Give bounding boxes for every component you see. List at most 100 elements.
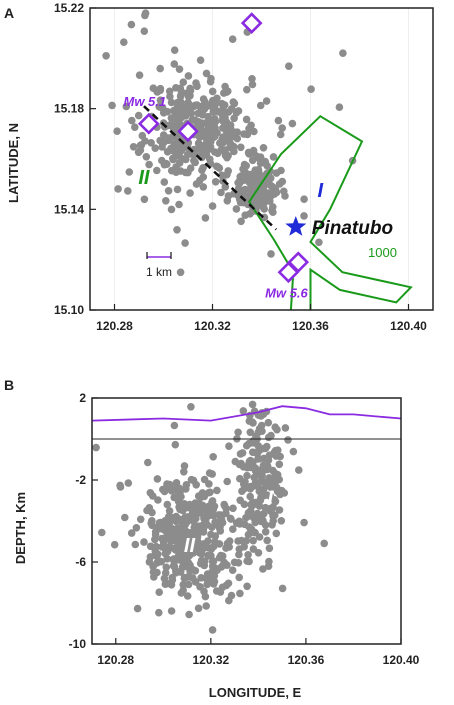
data-point bbox=[155, 608, 163, 617]
x-tick-label: 120.36 bbox=[288, 653, 325, 667]
data-point bbox=[131, 123, 139, 131]
data-point bbox=[167, 166, 176, 175]
data-point bbox=[164, 187, 173, 195]
data-point bbox=[235, 179, 244, 187]
data-point bbox=[225, 537, 234, 545]
data-point bbox=[196, 500, 204, 509]
data-point bbox=[175, 140, 183, 149]
data-point bbox=[121, 513, 129, 522]
data-point bbox=[170, 421, 179, 430]
data-point bbox=[259, 485, 268, 493]
data-point bbox=[124, 187, 132, 195]
data-point bbox=[226, 143, 234, 152]
mw-event-diamond-icon bbox=[240, 12, 263, 34]
data-point bbox=[173, 103, 182, 111]
zone-i-depth-label: I bbox=[267, 488, 273, 510]
data-point bbox=[249, 439, 257, 447]
data-point bbox=[271, 186, 280, 194]
data-point bbox=[159, 109, 168, 117]
data-point bbox=[272, 529, 281, 538]
data-point bbox=[254, 165, 263, 174]
data-point bbox=[127, 20, 136, 29]
data-point bbox=[165, 507, 174, 515]
data-point bbox=[248, 400, 257, 409]
data-point bbox=[211, 178, 220, 186]
data-point bbox=[242, 441, 251, 450]
data-point bbox=[269, 153, 278, 161]
x-tick-label: 120.28 bbox=[97, 653, 134, 667]
data-point bbox=[161, 569, 170, 577]
data-point bbox=[162, 563, 171, 572]
data-point bbox=[163, 500, 172, 509]
data-point bbox=[307, 85, 315, 93]
data-point bbox=[315, 238, 323, 247]
data-point bbox=[205, 488, 213, 497]
data-point bbox=[231, 128, 240, 137]
data-point bbox=[133, 604, 142, 613]
data-point bbox=[160, 178, 169, 186]
data-point bbox=[274, 446, 282, 455]
data-point bbox=[170, 46, 179, 54]
data-point bbox=[175, 484, 184, 493]
data-point bbox=[202, 134, 211, 143]
data-point bbox=[275, 460, 284, 469]
data-point bbox=[281, 424, 290, 432]
data-point bbox=[167, 205, 176, 214]
data-point bbox=[256, 153, 265, 161]
data-point bbox=[199, 173, 208, 181]
data-point bbox=[167, 98, 176, 107]
data-point bbox=[320, 539, 329, 548]
data-point bbox=[240, 500, 249, 509]
mw-event-diamond-icon bbox=[137, 112, 160, 135]
data-point bbox=[127, 529, 136, 537]
data-point bbox=[185, 100, 193, 109]
data-point bbox=[238, 487, 246, 496]
data-point bbox=[208, 123, 216, 132]
data-point bbox=[141, 9, 150, 17]
data-point bbox=[213, 94, 221, 103]
data-point bbox=[228, 35, 237, 43]
data-point bbox=[232, 109, 241, 117]
data-point bbox=[246, 492, 254, 501]
data-point bbox=[213, 486, 221, 495]
data-point bbox=[186, 561, 194, 569]
data-point bbox=[222, 133, 231, 142]
data-point bbox=[215, 553, 224, 562]
data-point bbox=[237, 217, 245, 226]
data-point bbox=[229, 504, 237, 513]
data-point bbox=[129, 143, 138, 151]
data-point bbox=[217, 563, 226, 571]
data-point bbox=[211, 132, 219, 141]
panel-b-frame bbox=[91, 397, 402, 645]
data-point bbox=[258, 427, 266, 436]
data-point bbox=[211, 532, 220, 540]
data-point bbox=[171, 440, 180, 449]
panel-b-label: B bbox=[4, 377, 14, 393]
data-point bbox=[210, 115, 219, 123]
data-point bbox=[189, 476, 198, 485]
data-point bbox=[261, 528, 270, 536]
volcano-label: Pinatubo bbox=[312, 218, 393, 239]
data-point bbox=[145, 504, 154, 512]
data-point bbox=[151, 530, 160, 539]
data-point bbox=[276, 130, 285, 139]
data-point bbox=[180, 468, 188, 476]
data-point bbox=[182, 546, 191, 554]
data-point bbox=[211, 518, 220, 526]
y-tick-label: 15.14 bbox=[54, 202, 84, 216]
data-point bbox=[285, 62, 293, 70]
data-point bbox=[160, 487, 169, 496]
y-tick-label: 2 bbox=[79, 391, 86, 405]
data-point bbox=[202, 69, 211, 78]
data-point bbox=[153, 552, 161, 561]
data-point bbox=[206, 155, 214, 164]
data-point bbox=[170, 493, 178, 502]
data-point bbox=[125, 168, 134, 176]
data-point bbox=[240, 130, 248, 138]
data-point bbox=[182, 485, 190, 493]
data-point bbox=[280, 187, 288, 196]
data-point bbox=[186, 189, 194, 197]
zone-ii-label: II bbox=[138, 167, 150, 189]
data-point bbox=[178, 88, 186, 97]
data-point bbox=[132, 524, 141, 532]
